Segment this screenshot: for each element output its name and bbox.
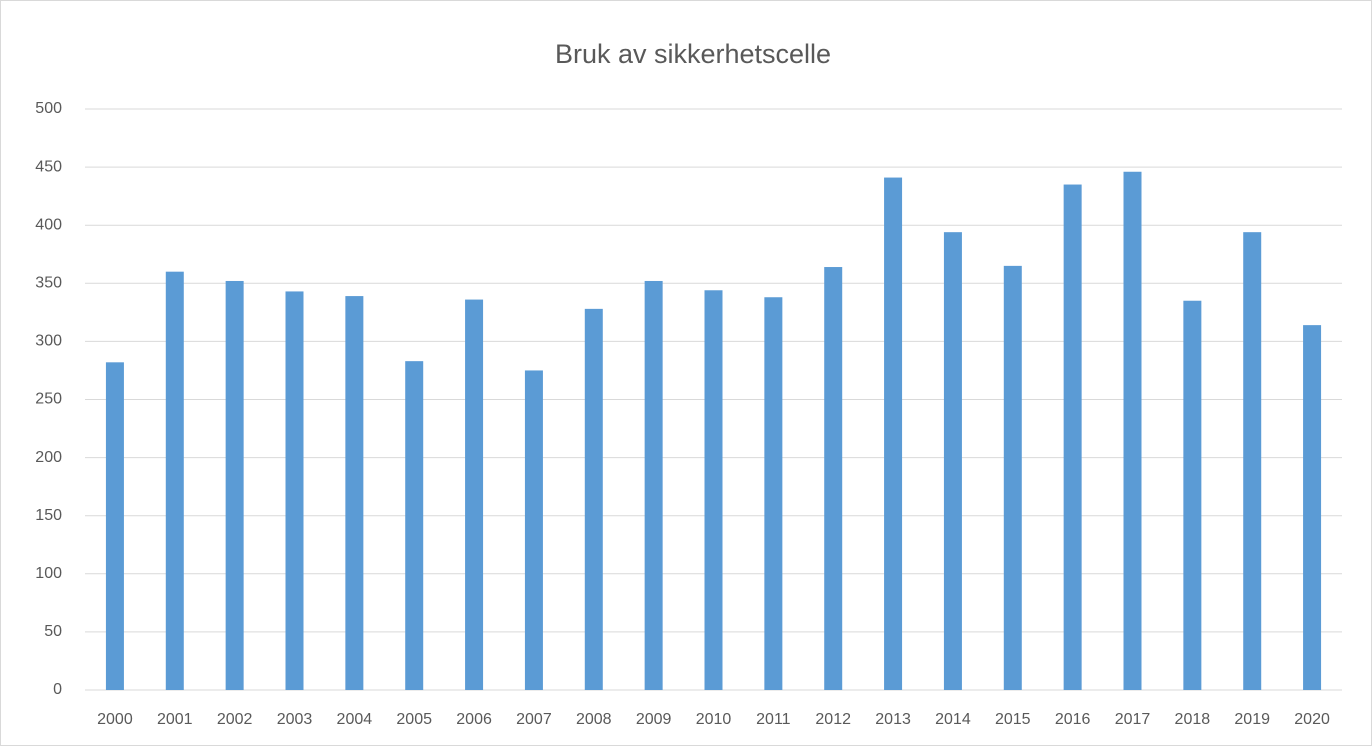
y-tick-label: 350 (35, 275, 62, 292)
x-tick-label: 2008 (576, 711, 612, 728)
x-tick-label: 2001 (157, 711, 193, 728)
y-tick-label: 250 (35, 391, 62, 408)
x-tick-label: 2019 (1234, 711, 1270, 728)
y-tick-label: 300 (35, 333, 62, 350)
bar (465, 299, 484, 690)
bar (1003, 265, 1022, 690)
x-tick-label: 2000 (97, 711, 133, 728)
x-tick-label: 2004 (337, 711, 373, 728)
y-tick-label: 500 (35, 100, 62, 117)
y-tick-label: 400 (35, 216, 62, 233)
bar (644, 280, 663, 690)
y-tick-label: 0 (53, 681, 62, 698)
x-tick-label: 2002 (217, 711, 253, 728)
bar (1123, 171, 1142, 691)
bar (584, 308, 603, 690)
x-tick-label: 2005 (396, 711, 432, 728)
bar (824, 267, 843, 690)
x-tick-label: 2016 (1055, 711, 1091, 728)
x-tick-label: 2006 (456, 711, 492, 728)
bar (884, 177, 903, 691)
x-tick-label: 2012 (815, 711, 851, 728)
y-tick-label: 150 (35, 507, 62, 524)
bar (704, 290, 723, 690)
bar (345, 296, 364, 690)
x-tick-label: 2014 (935, 711, 971, 728)
bar (1303, 325, 1322, 690)
x-tick-label: 2011 (756, 711, 791, 728)
bar (285, 291, 304, 690)
y-tick-label: 50 (44, 623, 62, 640)
y-tick-label: 100 (35, 565, 62, 582)
bar (225, 280, 244, 690)
x-tick-label: 2017 (1115, 711, 1151, 728)
chart-title: Bruk av sikkerhetscelle (555, 39, 831, 69)
x-tick-label: 2015 (995, 711, 1031, 728)
bar (1243, 232, 1262, 690)
bar (764, 297, 783, 690)
bar (405, 361, 424, 690)
y-tick-label: 200 (35, 449, 62, 466)
bar (524, 370, 543, 690)
bar (105, 362, 124, 690)
x-tick-label: 2007 (516, 711, 552, 728)
bar (943, 232, 962, 690)
x-tick-label: 2020 (1294, 711, 1330, 728)
bar (1183, 300, 1202, 690)
y-tick-label: 450 (35, 158, 62, 175)
x-tick-label: 2009 (636, 711, 672, 728)
x-tick-label: 2010 (696, 711, 732, 728)
x-tick-label: 2003 (277, 711, 313, 728)
x-tick-label: 2013 (875, 711, 911, 728)
bar (1063, 184, 1082, 690)
x-tick-label: 2018 (1175, 711, 1211, 728)
bar (165, 271, 184, 690)
